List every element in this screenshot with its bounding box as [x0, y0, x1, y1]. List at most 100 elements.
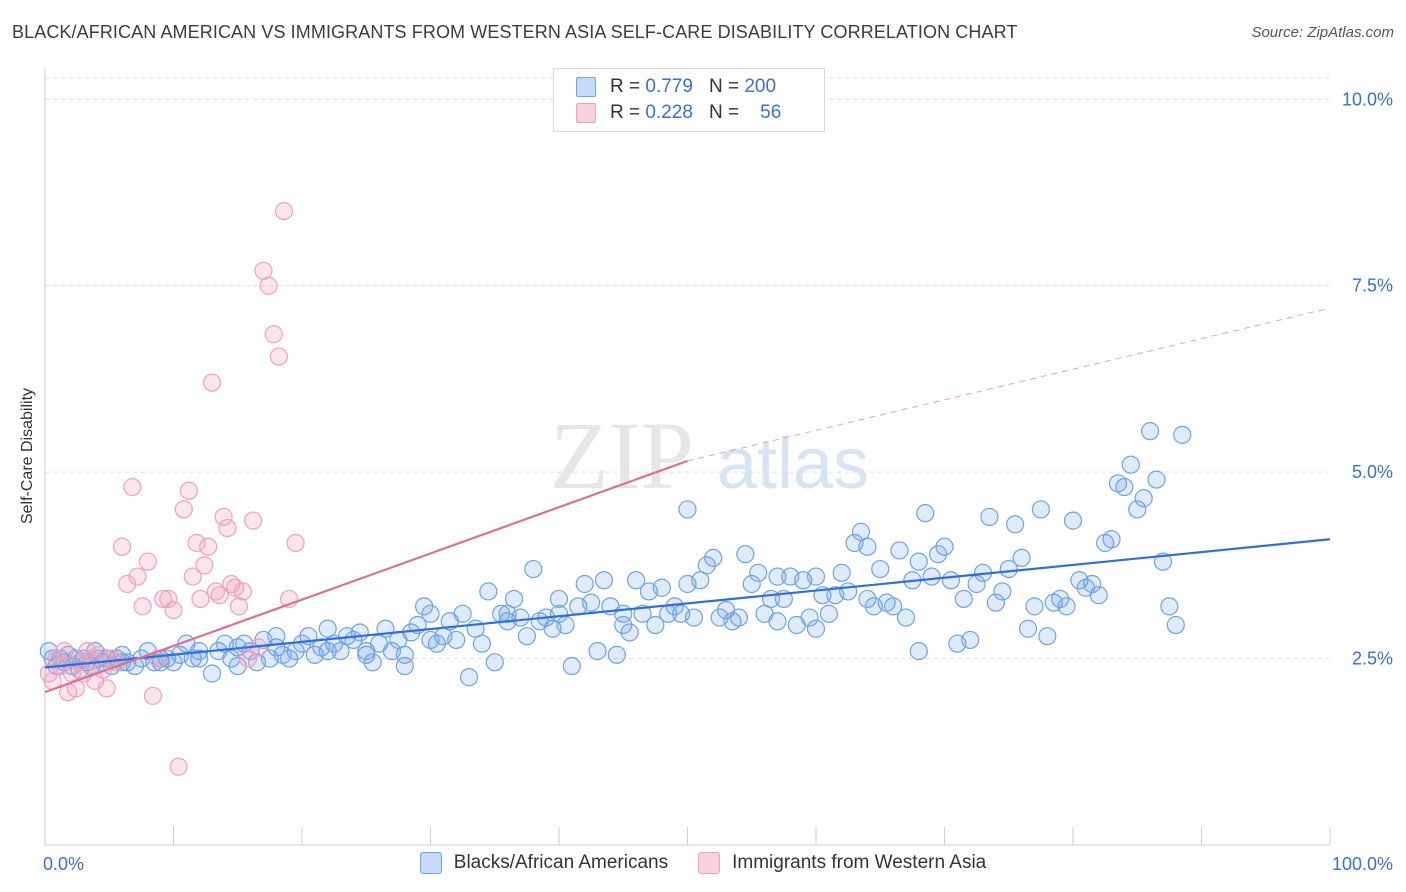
point-immigrants — [214, 507, 233, 526]
point-blacks — [1063, 511, 1083, 530]
point-blacks — [588, 642, 607, 661]
point-blacks — [941, 571, 961, 590]
point-blacks — [1173, 425, 1192, 444]
trend-extension-immigrants — [687, 307, 1331, 462]
r-label: R = — [610, 102, 641, 123]
watermark: ZIP atlas — [550, 402, 869, 509]
point-blacks — [684, 608, 704, 627]
point-immigrants — [210, 586, 229, 605]
point-blacks — [479, 582, 498, 601]
point-blacks — [858, 589, 877, 609]
blue-swatch — [576, 77, 596, 97]
point-blacks — [626, 571, 646, 590]
legend-item-immigrants: Immigrants from Western Asia — [698, 852, 986, 874]
point-blacks — [1140, 422, 1160, 441]
point-immigrants — [179, 481, 199, 500]
point-blacks — [890, 541, 909, 560]
grid-lines — [45, 77, 1330, 660]
point-blacks — [916, 504, 935, 523]
point-blacks — [1012, 548, 1031, 568]
point-blacks — [549, 589, 569, 609]
point-blacks — [993, 582, 1012, 601]
point-immigrants — [199, 537, 218, 556]
point-blacks — [806, 619, 826, 638]
point-blacks — [633, 604, 652, 623]
r-value: 0.228 — [645, 102, 693, 123]
point-blacks — [999, 559, 1018, 579]
point-immigrants — [274, 202, 294, 221]
point-blacks — [800, 608, 819, 627]
point-blacks — [922, 567, 941, 586]
legend-label: Blacks/African Americans — [453, 852, 669, 873]
point-blacks — [363, 653, 382, 672]
point-blacks — [318, 619, 337, 638]
trend-lines — [44, 307, 1331, 694]
point-blacks — [582, 593, 601, 612]
point-blacks — [704, 548, 723, 568]
point-blacks — [1115, 477, 1134, 497]
point-blacks — [954, 589, 973, 609]
point-blacks — [806, 567, 826, 586]
point-blacks — [562, 656, 581, 676]
point-blacks — [524, 559, 543, 579]
point-immigrants — [269, 347, 288, 366]
point-immigrants — [202, 373, 222, 392]
point-immigrants — [123, 477, 142, 497]
point-immigrants — [218, 518, 237, 538]
point-blacks — [736, 545, 755, 564]
point-blacks — [1025, 597, 1044, 616]
point-immigrants — [97, 679, 116, 698]
point-blacks — [202, 664, 222, 683]
point-blacks — [980, 507, 999, 526]
point-blacks — [1160, 597, 1179, 616]
point-blacks — [832, 563, 851, 582]
point-immigrants — [229, 597, 249, 616]
point-blacks — [267, 627, 286, 646]
point-immigrants — [55, 642, 74, 661]
point-blacks — [678, 500, 697, 519]
point-blacks — [1134, 489, 1153, 508]
r-label: R = — [610, 76, 641, 97]
point-immigrants — [259, 276, 278, 295]
point-blacks — [318, 642, 337, 661]
point-blacks — [556, 615, 575, 635]
point-immigrants — [112, 537, 132, 556]
axes — [44, 68, 1331, 846]
point-blacks — [459, 668, 479, 687]
data-points — [39, 202, 1192, 776]
point-immigrants — [118, 574, 137, 594]
point-blacks — [607, 645, 626, 664]
stats-row-immigrants: R = 0.228 N = 56 — [576, 101, 781, 125]
point-blacks — [447, 630, 466, 650]
point-blacks — [1031, 500, 1050, 519]
point-blacks — [652, 578, 671, 597]
point-blacks — [421, 604, 440, 623]
point-blacks — [819, 604, 838, 623]
point-immigrants — [133, 597, 152, 616]
point-immigrants — [174, 500, 193, 519]
trend-line-immigrants — [44, 459, 688, 694]
point-immigrants — [128, 567, 147, 586]
stats-legend: R = 0.779 N = 200 R = 0.228 N = 56 — [553, 68, 825, 132]
point-immigrants — [191, 589, 210, 609]
point-blacks — [517, 627, 536, 646]
point-blacks — [620, 623, 639, 642]
r-value: 0.779 — [645, 76, 693, 97]
watermark-atlas: atlas — [717, 424, 869, 504]
point-immigrants — [148, 649, 168, 668]
point-blacks — [858, 537, 877, 556]
point-blacks — [1128, 500, 1147, 519]
point-immigrants — [138, 552, 157, 571]
source-label: Source: ZipAtlas.com — [1251, 24, 1394, 41]
point-blacks — [453, 604, 472, 623]
pink-swatch — [698, 852, 721, 874]
point-blacks — [883, 597, 903, 616]
n-value: 56 — [760, 102, 782, 123]
point-immigrants — [154, 589, 173, 609]
point-blacks — [183, 649, 202, 668]
n-label: N = — [708, 76, 740, 97]
point-blacks — [1051, 589, 1070, 609]
point-blacks — [1018, 619, 1038, 638]
trend-line-blacks — [44, 538, 1331, 669]
